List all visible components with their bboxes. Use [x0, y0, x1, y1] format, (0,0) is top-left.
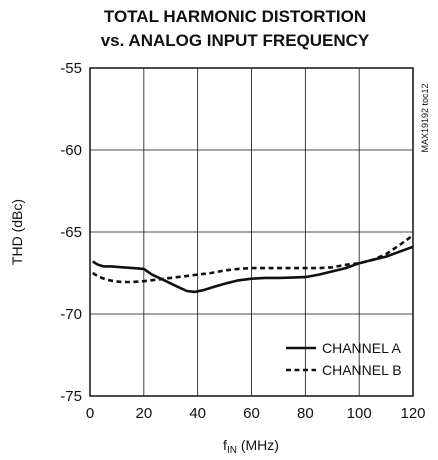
x-axis-label-unit: (MHz): [237, 437, 279, 453]
x-tick-label: 0: [86, 405, 94, 422]
plot-frame: [89, 67, 414, 397]
x-tick-label: 100: [347, 405, 372, 422]
x-axis-label-main: f: [223, 437, 227, 453]
figure-id-label: MAX19192 toc12: [420, 83, 430, 152]
series-line-channel-a: [92, 245, 414, 294]
tick-labels: 0 20 40 60 80 100 120 -55 -60 -65 -70 -75: [60, 60, 425, 422]
series-lines: [92, 234, 414, 294]
chart-title-line-2: vs. ANALOG INPUT FREQUENCY: [101, 31, 370, 50]
y-tick-label: -75: [60, 388, 82, 405]
x-tick-label: 20: [135, 405, 152, 422]
y-axis-label: THD (dBc): [9, 199, 25, 265]
y-tick-label: -70: [60, 306, 82, 323]
chart-title-line-1: TOTAL HARMONIC DISTORTION: [104, 7, 366, 26]
y-tick-label: -60: [60, 142, 82, 159]
y-tick-label: -65: [60, 224, 82, 241]
legend: CHANNEL A CHANNEL B: [286, 340, 402, 378]
x-tick-label: 80: [297, 405, 314, 422]
x-axis-label-sub: IN: [227, 445, 237, 456]
y-tick-label: -55: [60, 60, 82, 77]
legend-label-channel-b: CHANNEL B: [322, 362, 402, 378]
x-axis-label: fIN (MHz): [223, 437, 279, 456]
x-tick-label: 40: [189, 405, 206, 422]
legend-label-channel-a: CHANNEL A: [322, 340, 402, 356]
x-tick-label: 120: [400, 405, 425, 422]
grid: [90, 68, 413, 396]
series-line-channel-b: [92, 234, 414, 284]
x-tick-label: 60: [243, 405, 260, 422]
